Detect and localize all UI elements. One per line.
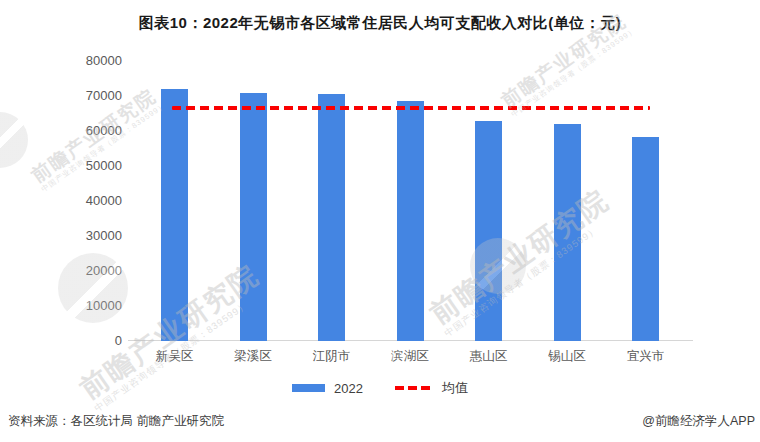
y-axis-tick-label: 10000 xyxy=(62,297,122,315)
y-axis-tick-label: 70000 xyxy=(62,87,122,105)
bar xyxy=(475,121,502,341)
x-axis-label: 惠山区 xyxy=(449,348,529,364)
y-axis-tick-label: 40000 xyxy=(62,192,122,210)
y-axis-tick-label: 50000 xyxy=(62,157,122,175)
x-axis-label: 锡山区 xyxy=(527,348,607,364)
y-axis-tick-label: 60000 xyxy=(62,122,122,140)
bar xyxy=(318,94,345,341)
y-axis-tick-label: 80000 xyxy=(62,52,122,70)
footer: 资料来源：各区统计局 前瞻产业研究院 @前瞻经济学人APP xyxy=(8,413,755,430)
chart-page: 前瞻产业研究院 中国产业咨询领导者（股票：839599） 前瞻产业研究院 中国产… xyxy=(0,0,760,442)
legend-mean-swatch xyxy=(395,386,433,390)
legend: 2022 均值 xyxy=(0,379,760,397)
x-axis-label: 梁溪区 xyxy=(213,348,293,364)
legend-series-label: 2022 xyxy=(334,381,363,396)
x-axis-label: 江阴市 xyxy=(292,348,372,364)
x-axis-label: 宜兴市 xyxy=(606,348,686,364)
mean-line xyxy=(172,106,650,110)
x-axis-label: 滨湖区 xyxy=(370,348,450,364)
y-axis-tick-label: 0 xyxy=(62,332,122,350)
bar xyxy=(397,101,424,341)
source-text: 资料来源：各区统计局 前瞻产业研究院 xyxy=(8,413,224,430)
bar xyxy=(240,93,267,342)
plot-area: 0 10000 20000 30000 40000 50000 60000 70000 8000… xyxy=(0,0,760,442)
legend-mean-label: 均值 xyxy=(442,379,468,397)
y-axis-tick-label: 20000 xyxy=(62,262,122,280)
bar xyxy=(161,89,188,341)
bar xyxy=(632,137,659,341)
legend-bar-swatch xyxy=(292,384,325,392)
x-axis-label: 新吴区 xyxy=(135,348,215,364)
credit-text: @前瞻经济学人APP xyxy=(642,413,755,430)
y-axis-tick-label: 30000 xyxy=(62,227,122,245)
bar xyxy=(554,124,581,341)
